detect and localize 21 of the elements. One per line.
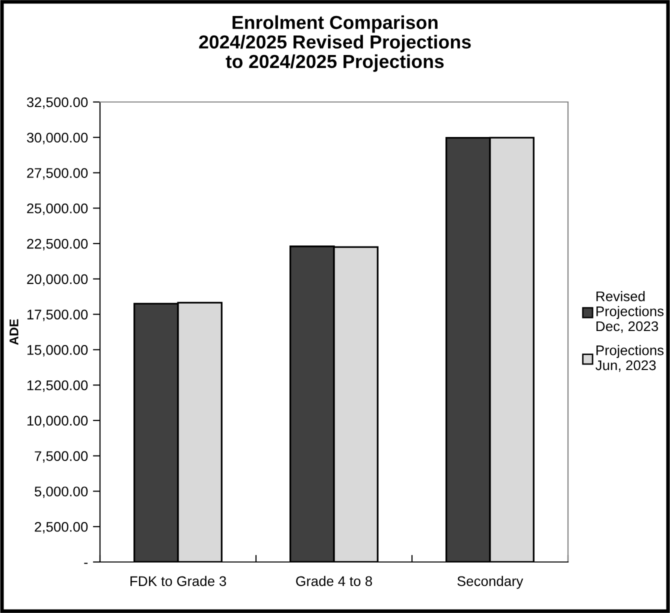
y-tick-label: 15,000.00 (27, 345, 88, 356)
y-tick-label: 25,000.00 (27, 203, 88, 215)
y-tick-label: 32,500.00 (26, 97, 88, 109)
y-tick-label: - (84, 562, 88, 564)
y-axis-title: ADE (10, 319, 18, 345)
y-tick-label: 22,500.00 (27, 238, 88, 250)
legend-label: Revised Projections Dec, 2023 (596, 291, 664, 333)
y-tick-label: 7,500.00 (34, 451, 88, 463)
y-tick-label: 30,000.00 (26, 132, 88, 144)
y-tick-label: 12,500.00 (27, 380, 88, 392)
legend-label: Projections Jun, 2023 (596, 345, 664, 372)
y-tick-label: 2,500.00 (34, 522, 88, 534)
y-tick-label: 10,000.00 (27, 416, 88, 428)
y-tick-label: 17,500.00 (27, 310, 88, 322)
y-tick-label: 27,500.00 (27, 168, 88, 180)
y-tick-label: 20,000.00 (27, 274, 88, 286)
x-tick-label: FDK to Grade 3 (130, 576, 226, 586)
chart-title: Enrolment Comparison 2024/2025 Revised Projections to 2024/2025 Projections (199, 15, 471, 72)
x-tick-label: Grade 4 to 8 (296, 576, 372, 586)
x-tick-label: Secondary (457, 576, 524, 589)
y-tick-label: 5,000.00 (34, 486, 88, 498)
